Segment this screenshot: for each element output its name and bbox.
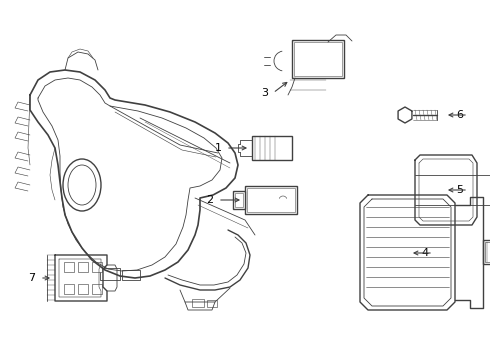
Bar <box>78 262 88 272</box>
Bar <box>64 262 74 272</box>
Bar <box>100 268 120 280</box>
Bar <box>485 242 490 262</box>
Bar <box>294 42 342 76</box>
Bar <box>92 262 102 272</box>
Text: 2: 2 <box>206 195 214 205</box>
Bar <box>207 300 217 307</box>
Bar <box>235 193 243 207</box>
Text: 3: 3 <box>262 88 269 98</box>
Bar <box>245 186 297 214</box>
Bar <box>252 136 292 160</box>
Bar <box>247 188 295 212</box>
Bar <box>64 284 74 294</box>
Text: 5: 5 <box>457 185 464 195</box>
Text: 4: 4 <box>421 248 429 258</box>
Bar <box>192 299 204 307</box>
Text: 1: 1 <box>215 143 221 153</box>
Bar <box>233 191 245 209</box>
Bar <box>92 284 102 294</box>
Bar <box>483 240 490 264</box>
Bar <box>292 40 344 78</box>
Bar <box>122 270 140 280</box>
Text: 7: 7 <box>28 273 36 283</box>
Bar <box>78 284 88 294</box>
Text: 6: 6 <box>457 110 464 120</box>
